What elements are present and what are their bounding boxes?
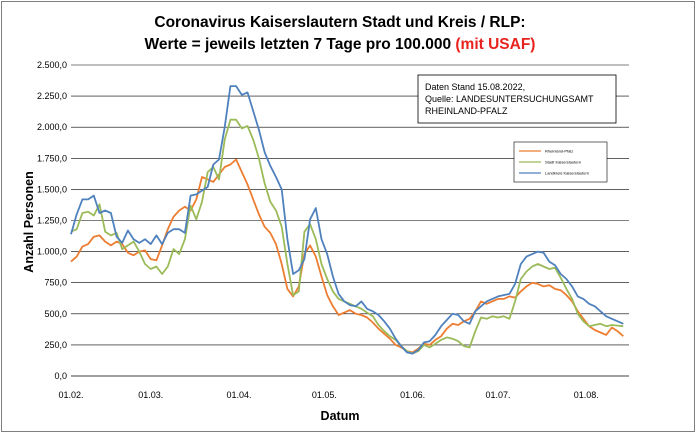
annotation-line-3: RHEINLAND-PFALZ xyxy=(425,106,508,116)
series-line-3 xyxy=(70,85,624,355)
y-axis-label: Anzahl Personen xyxy=(22,171,36,272)
x-tick-label: 01.02. xyxy=(58,390,83,400)
grid xyxy=(71,64,629,377)
y-tick-label: 1.000,0 xyxy=(37,247,67,257)
y-tick-label: 500,0 xyxy=(44,309,67,319)
y-tick-label: 0,0 xyxy=(54,371,67,381)
annotation-line-1: Daten Stand 15.08.2022, xyxy=(425,82,525,92)
x-axis-ticks: 01.02. 01.03. 01.04. 01.05. 01.06. 01.07. 01.0… xyxy=(58,390,598,400)
y-tick-label: 2.500,0 xyxy=(37,60,67,70)
legend-items: Rheinland-Pfalz Stadt Kaiserslautern Landk… xyxy=(519,149,589,176)
annotation-line-2: Quelle: LANDESUNTERSUCHUNGSAMT xyxy=(425,94,594,104)
x-tick-label: 01.03. xyxy=(138,390,163,400)
legend-label: Landkreis Kaiserslautern xyxy=(545,171,589,176)
y-tick-label: 2.250,0 xyxy=(37,91,67,101)
legend: Rheinland-Pfalz Stadt Kaiserslautern Landk… xyxy=(513,141,608,183)
legend-label: Rheinland-Pfalz xyxy=(545,149,573,154)
chart-subtitle-highlight: (mit USAF) xyxy=(455,36,535,53)
x-tick-label: 01.04. xyxy=(226,390,251,400)
x-tick-label: 01.05. xyxy=(312,390,337,400)
legend-label: Stadt Kaiserslautern xyxy=(545,160,581,165)
y-tick-label: 1.500,0 xyxy=(37,184,67,194)
chart-title: Coronavirus Kaiserslautern Stadt und Kre… xyxy=(154,14,525,31)
x-tick-label: 01.06. xyxy=(400,390,425,400)
x-axis-label: Datum xyxy=(321,409,360,423)
y-tick-label: 750,0 xyxy=(44,278,67,288)
chart-subtitle: Werte = jeweils letzten 7 Tage pro 100.0… xyxy=(145,36,536,53)
y-tick-label: 1.750,0 xyxy=(37,153,67,163)
series-lines xyxy=(70,85,624,355)
y-tick-label: 250,0 xyxy=(44,340,67,350)
source-annotation: Daten Stand 15.08.2022, Quelle: LANDESUN… xyxy=(417,74,617,124)
y-axis-ticks: 0,0 250,0 500,0 750,0 1.000,0 1.250,0 1.500,0 1… xyxy=(37,60,67,381)
annotation-box xyxy=(417,74,617,124)
series-line-1 xyxy=(70,158,624,354)
y-tick-label: 1.250,0 xyxy=(37,216,67,226)
y-tick-label: 2.000,0 xyxy=(37,122,67,132)
chart-subtitle-main: Werte = jeweils letzten 7 Tage pro 100.0… xyxy=(145,36,452,53)
x-tick-label: 01.07. xyxy=(486,390,511,400)
x-tick-label: 01.08. xyxy=(574,390,599,400)
